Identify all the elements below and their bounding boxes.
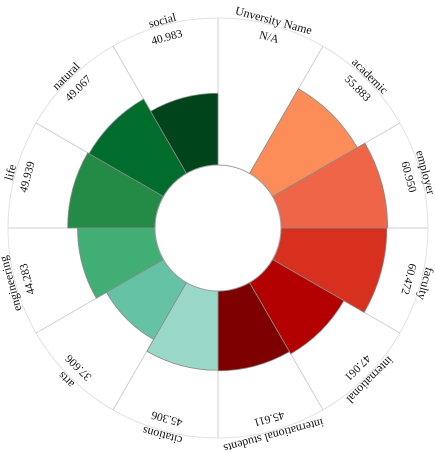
value-label-life: 49.939 [18,160,38,194]
wedge-layer [67,88,389,372]
value-label-engineering: 44.283 [18,262,38,296]
value-label-unversity-name: N/A [258,29,281,46]
center-hole [154,164,282,292]
value-label-faculty: 60.472 [398,262,418,296]
value-label-citations: 45.306 [150,408,184,428]
value-label-employer: 60.950 [398,160,418,194]
name-label-engineering: engineering [0,254,24,312]
name-label-faculty: faculty [415,266,435,302]
value-label-social: 40.983 [150,28,184,48]
value-label-international-students: 45.611 [252,408,285,428]
name-label-life: life [1,163,19,182]
name-label-social: social [147,10,178,31]
